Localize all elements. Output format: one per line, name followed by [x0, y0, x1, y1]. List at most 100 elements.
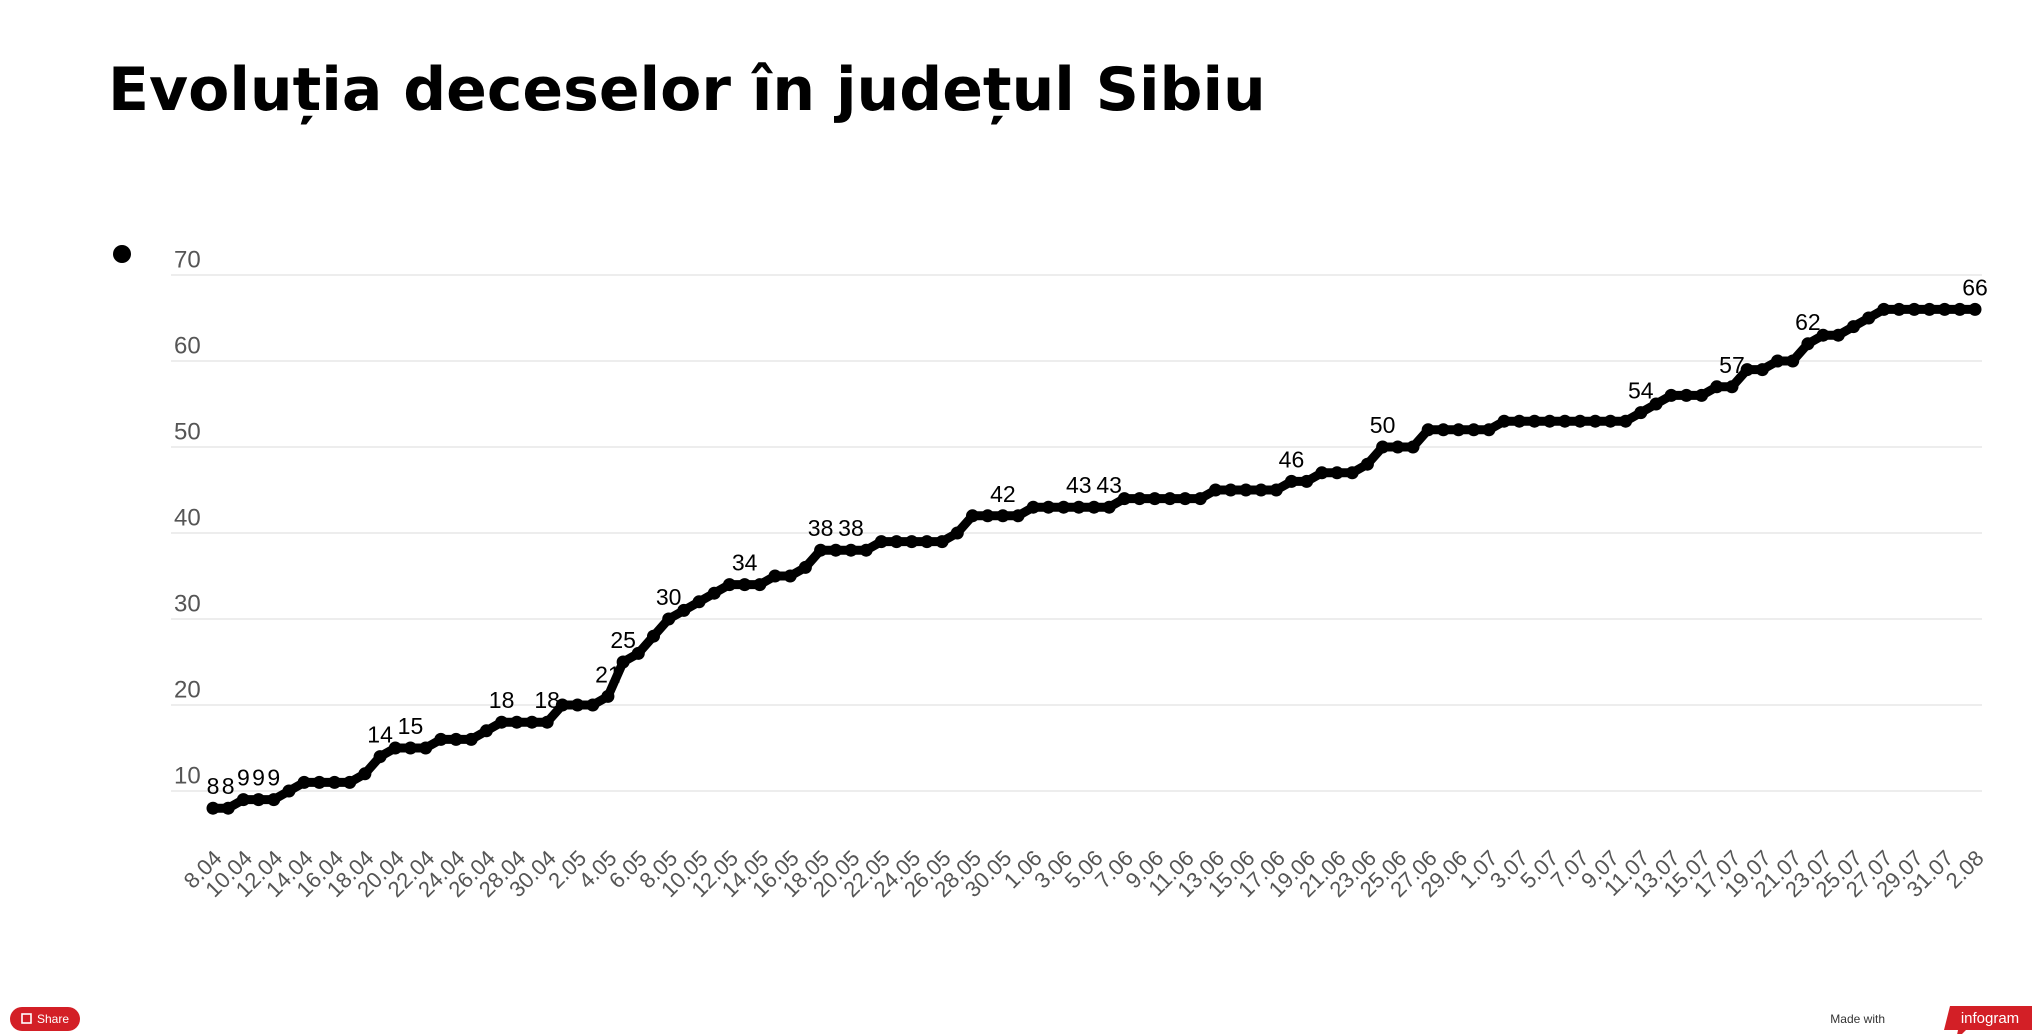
point — [1573, 414, 1587, 428]
point — [905, 535, 919, 549]
point — [814, 543, 828, 557]
point — [1801, 337, 1815, 351]
point — [479, 724, 493, 738]
share-text[interactable]: Share — [37, 1012, 69, 1026]
value-label: 9 — [267, 765, 280, 791]
point — [1300, 474, 1314, 488]
point — [1512, 414, 1526, 428]
point — [221, 801, 235, 815]
value-label: 43 — [1096, 472, 1122, 498]
point — [1315, 466, 1329, 480]
point — [343, 775, 357, 789]
share-icon[interactable] — [21, 1013, 32, 1024]
y-tick-label: 30 — [174, 590, 201, 617]
point — [1436, 423, 1450, 437]
logo-text[interactable]: infogram — [1961, 1010, 2019, 1027]
point — [403, 741, 417, 755]
point — [1133, 492, 1147, 506]
point — [1831, 328, 1845, 342]
point — [738, 578, 752, 592]
value-label: 38 — [838, 515, 864, 541]
point — [1011, 509, 1025, 523]
point — [1816, 328, 1830, 342]
point — [388, 741, 402, 755]
point — [1938, 302, 1952, 316]
point — [1026, 500, 1040, 514]
point — [844, 543, 858, 557]
point — [1041, 500, 1055, 514]
point — [495, 715, 509, 729]
series-line — [208, 304, 1980, 813]
point — [282, 784, 296, 798]
point — [981, 509, 995, 523]
value-label: 21 — [595, 661, 621, 687]
point — [1345, 466, 1359, 480]
value-label: 62 — [1795, 309, 1821, 335]
point — [677, 603, 691, 617]
value-label: 50 — [1370, 412, 1396, 438]
value-label: 30 — [656, 584, 682, 610]
value-label: 34 — [732, 550, 758, 576]
value-label: 15 — [398, 713, 424, 739]
point — [1907, 302, 1921, 316]
point — [525, 715, 539, 729]
point — [1117, 492, 1131, 506]
y-tick-label: 50 — [174, 418, 201, 445]
point — [510, 715, 524, 729]
point — [1588, 414, 1602, 428]
point — [1603, 414, 1617, 428]
share-bg[interactable] — [10, 1007, 80, 1031]
x-tick-label: 2.08 — [1941, 845, 1989, 893]
value-label: 57 — [1719, 352, 1745, 378]
point — [434, 732, 448, 746]
value-label: 8 — [207, 773, 220, 799]
chart-title: Evoluția deceselor în județul Sibiu — [108, 55, 1266, 125]
point — [1922, 302, 1936, 316]
point — [1740, 363, 1754, 377]
value-label: 9 — [252, 765, 265, 791]
point — [1664, 388, 1678, 402]
y-tick-label: 10 — [174, 762, 201, 789]
point — [1649, 397, 1663, 411]
point — [328, 775, 342, 789]
point — [312, 775, 326, 789]
point — [1057, 500, 1071, 514]
point — [1360, 457, 1374, 471]
point — [1239, 483, 1253, 497]
point — [996, 509, 1010, 523]
made-with: Made with — [1830, 1012, 1885, 1026]
point — [1755, 363, 1769, 377]
value-label: 8 — [222, 773, 235, 799]
y-tick-label: 60 — [174, 332, 201, 359]
point — [1634, 406, 1648, 420]
point — [647, 629, 660, 643]
point — [890, 535, 904, 549]
point — [267, 793, 281, 807]
point — [1269, 483, 1283, 497]
point — [1330, 466, 1344, 480]
value-label: 46 — [1279, 446, 1305, 472]
point — [1421, 423, 1435, 437]
point — [1877, 302, 1891, 316]
point — [1892, 302, 1906, 316]
point — [1558, 414, 1572, 428]
point — [236, 793, 250, 807]
point — [571, 698, 585, 712]
point — [449, 732, 463, 746]
point — [1497, 414, 1511, 428]
point — [1786, 354, 1800, 368]
point — [373, 750, 387, 764]
point — [1391, 440, 1405, 454]
point — [1102, 500, 1116, 514]
point — [1284, 474, 1298, 488]
point — [950, 526, 964, 540]
infogram-logo[interactable]: infogram — [1944, 1006, 2032, 1034]
point — [829, 543, 843, 557]
share-button[interactable]: Share — [10, 1007, 80, 1031]
point — [707, 586, 721, 600]
point — [1528, 414, 1541, 428]
value-label: 66 — [1962, 274, 1988, 300]
value-label: 42 — [990, 481, 1016, 507]
value-label: 14 — [367, 722, 393, 748]
logo-bg[interactable] — [1944, 1006, 2032, 1034]
